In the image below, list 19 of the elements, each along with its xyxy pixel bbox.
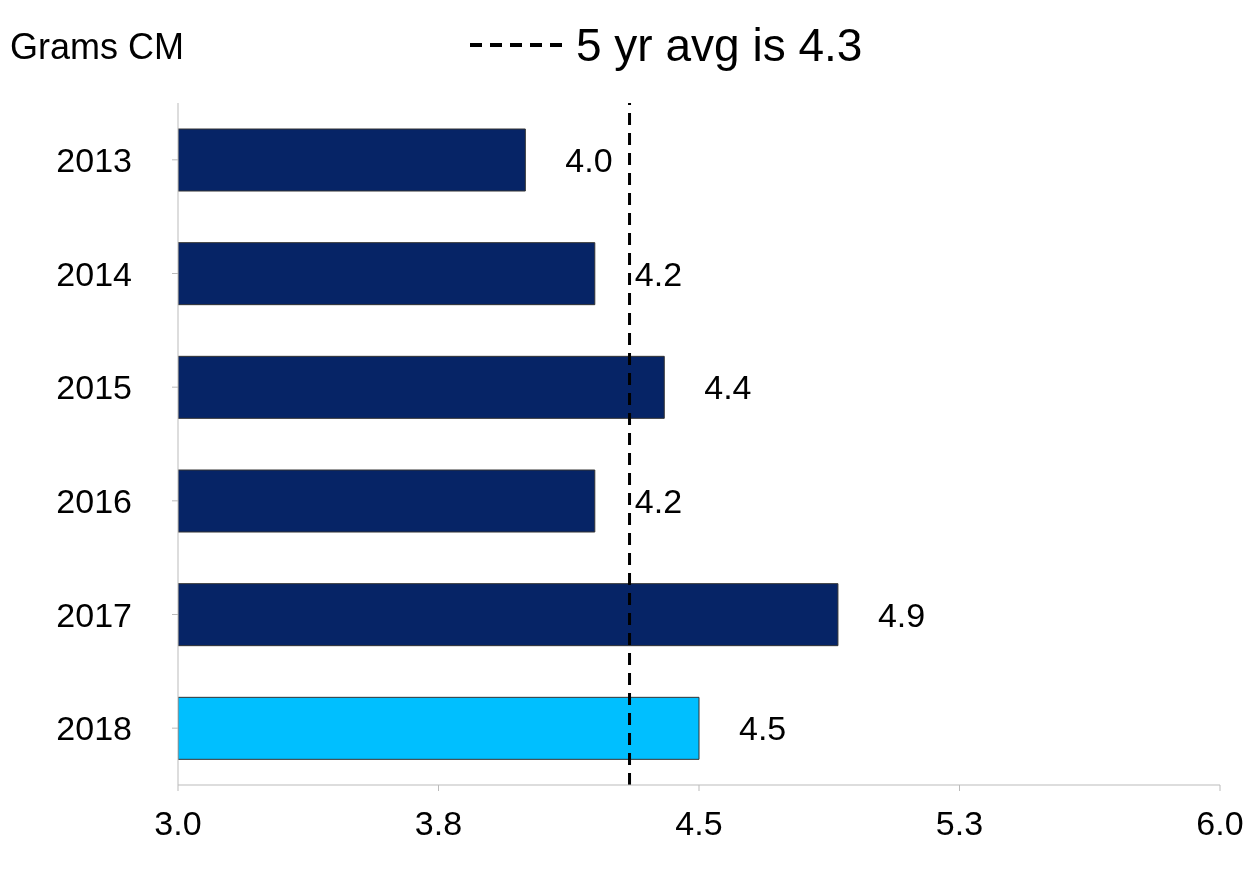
legend-label: 5 yr avg is 4.3 [576, 18, 863, 72]
data-label: 4.2 [634, 254, 683, 293]
y-tick-label: 2016 [56, 481, 132, 520]
x-tick-label: 3.8 [414, 804, 463, 843]
y-tick-label: 2014 [56, 254, 132, 293]
x-tick-label: 5.3 [935, 804, 984, 843]
data-label: 4.0 [565, 141, 613, 180]
y-tick-label: 2015 [56, 368, 132, 407]
data-label: 4.9 [877, 595, 926, 634]
x-tick-label: 6.0 [1196, 804, 1244, 843]
y-tick-label: 2013 [56, 140, 132, 179]
x-tick-label: 3.0 [154, 804, 202, 843]
data-label: 4.5 [739, 709, 787, 748]
y-axis-title: Grams CM [10, 26, 184, 68]
y-tick-label: 2018 [56, 709, 132, 748]
y-tick-label: 2017 [56, 595, 132, 634]
x-tick-label: 4.5 [675, 804, 723, 843]
data-label: 4.2 [634, 482, 683, 521]
data-label: 4.4 [704, 368, 752, 407]
